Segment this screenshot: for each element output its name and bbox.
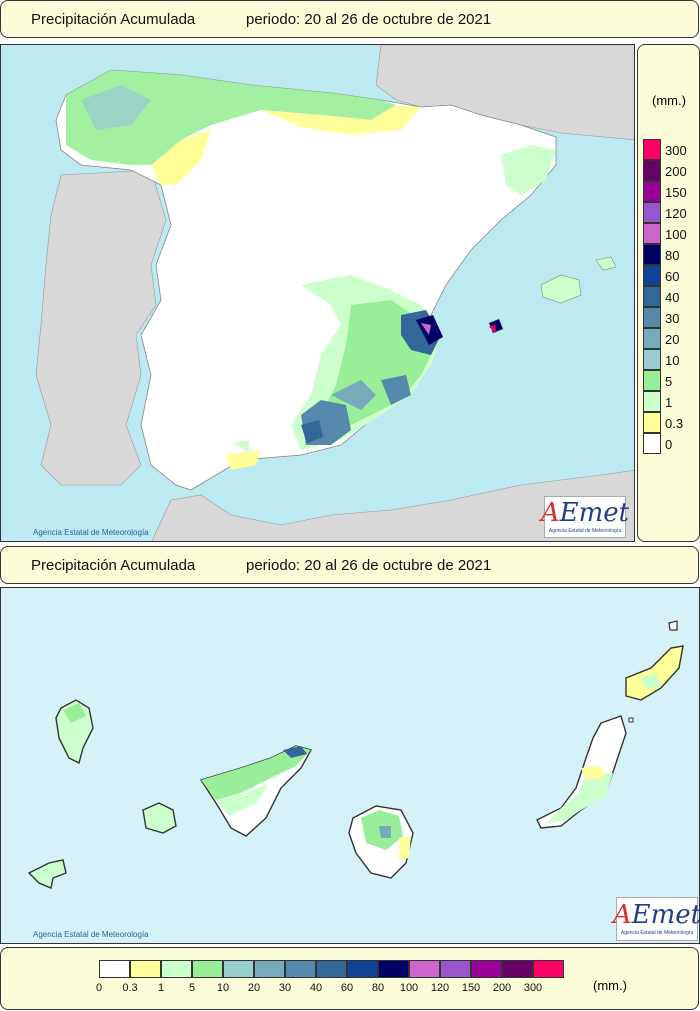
aemet-logo-canarias: AEmet Agencia Estatal de Meteorología	[613, 897, 699, 941]
aemet-logo-peninsula: AEmet Agencia Estatal de Meteorología	[541, 496, 629, 538]
legend-label: 0.3	[665, 416, 684, 431]
legend-label: 150	[461, 982, 481, 994]
legend-label: 40	[665, 290, 680, 305]
legend-vertical: (mm.) 300 200 150 120 100 80 60 40 30 20 10 5 1 0.3 0	[637, 44, 700, 542]
title-bar-canarias: Precipitación Acumulada periodo: 20 al 2…	[0, 546, 699, 584]
legend-label: 5	[188, 982, 196, 994]
legend-swatch	[643, 160, 661, 181]
legend-label: 300	[665, 143, 687, 158]
legend-swatch	[643, 349, 661, 370]
legend-swatch	[192, 960, 223, 978]
legend-label: 150	[665, 185, 687, 200]
legend-label: 30	[665, 311, 680, 326]
legend-label: 200	[492, 982, 512, 994]
legend-label: 40	[309, 982, 323, 994]
map-period: periodo: 20 al 26 de octubre de 2021	[246, 10, 492, 28]
legend-unit: (mm.)	[652, 93, 686, 108]
peninsula-map: Agencia Estatal de Meteorología AEmet Ag…	[0, 44, 635, 542]
map-title: Precipitación Acumulada	[31, 556, 196, 574]
legend-label: 0.3	[122, 982, 138, 994]
legend-label: 60	[665, 269, 680, 284]
legend-label: 0	[95, 982, 103, 994]
legend-label: 1	[665, 395, 673, 410]
legend-swatch	[471, 960, 502, 978]
legend-swatch	[99, 960, 130, 978]
legend-swatch	[316, 960, 347, 978]
legend-label: 100	[665, 227, 687, 242]
legend-label: 120	[665, 206, 687, 221]
legend-swatch	[643, 286, 661, 307]
legend-swatch	[161, 960, 192, 978]
legend-label: 20	[665, 332, 680, 347]
legend-swatch	[643, 139, 661, 160]
legend-label: 10	[665, 353, 680, 368]
legend-label: 20	[247, 982, 261, 994]
legend-label: 80	[665, 248, 680, 263]
legend-swatch	[643, 202, 661, 223]
legend-unit: (mm.)	[593, 978, 627, 993]
map-period: periodo: 20 al 26 de octubre de 2021	[246, 556, 492, 574]
legend-label: 10	[216, 982, 230, 994]
legend-label: 60	[340, 982, 354, 994]
legend-swatch	[440, 960, 471, 978]
legend-swatch	[643, 244, 661, 265]
legend-swatch	[378, 960, 409, 978]
peninsula-map-graphic	[35, 45, 634, 541]
legend-swatch	[643, 307, 661, 328]
title-bar-peninsula: Precipitación Acumulada periodo: 20 al 2…	[0, 0, 699, 38]
legend-swatch	[643, 265, 661, 286]
credit-peninsula: Agencia Estatal de Meteorología	[33, 528, 149, 537]
legend-label: 1	[157, 982, 165, 994]
legend-label: 200	[665, 164, 687, 179]
legend-swatch	[643, 370, 661, 391]
legend-label: 80	[371, 982, 385, 994]
legend-swatch	[643, 391, 661, 412]
legend-swatch	[347, 960, 378, 978]
canarias-map: Agencia Estatal de Meteorología AEmet Ag…	[0, 587, 700, 944]
legend-swatch	[223, 960, 254, 978]
legend-swatch	[254, 960, 285, 978]
legend-swatch	[643, 181, 661, 202]
legend-label: 120	[430, 982, 450, 994]
legend-swatch	[285, 960, 316, 978]
legend-label: 100	[399, 982, 419, 994]
legend-swatch	[643, 412, 661, 433]
legend-swatch	[533, 960, 564, 978]
legend-label: 30	[278, 982, 292, 994]
legend-label: 0	[665, 437, 673, 452]
legend-swatch	[130, 960, 161, 978]
legend-label: 5	[665, 374, 673, 389]
legend-swatch	[643, 433, 661, 454]
legend-swatch	[643, 328, 661, 349]
legend-horizontal: 0 0.3 1 5 10 20 30 40 60 80 100 120 150 200 300 (mm.)	[0, 947, 699, 1010]
legend-swatch	[409, 960, 440, 978]
canarias-map-graphic	[27, 620, 684, 889]
legend-swatch	[502, 960, 533, 978]
credit-canarias: Agencia Estatal de Meteorología	[33, 930, 149, 939]
legend-swatch	[643, 223, 661, 244]
legend-label: 300	[523, 982, 543, 994]
map-title: Precipitación Acumulada	[31, 10, 196, 28]
